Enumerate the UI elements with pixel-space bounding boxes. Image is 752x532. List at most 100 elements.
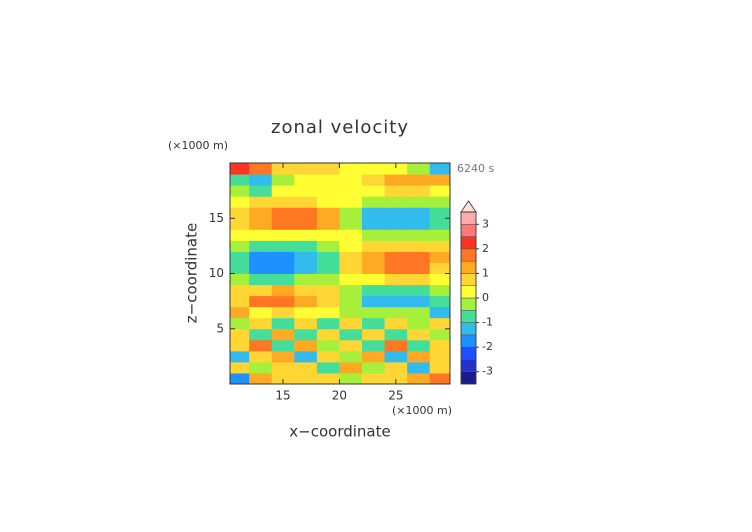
cell — [230, 196, 250, 208]
cell — [249, 229, 273, 241]
cell — [249, 251, 273, 263]
cell — [339, 295, 363, 308]
cell — [271, 196, 295, 208]
cell — [316, 196, 340, 208]
cell — [294, 350, 318, 363]
cell — [362, 306, 386, 319]
cell — [271, 207, 295, 219]
cell — [230, 317, 250, 330]
cell — [384, 185, 408, 197]
cell — [249, 273, 273, 286]
cell — [362, 251, 386, 263]
cell — [316, 229, 340, 241]
time-label: 6240 s — [457, 162, 494, 175]
cell — [271, 295, 295, 308]
x-axis-label: x−coordinate — [289, 423, 390, 441]
cell — [362, 350, 386, 363]
cell — [249, 284, 273, 297]
cell — [271, 251, 295, 263]
cell — [249, 240, 273, 252]
cell — [362, 273, 386, 286]
cell — [271, 174, 295, 186]
cell — [249, 306, 273, 319]
cell — [339, 372, 363, 385]
x-tick-label: 15 — [275, 389, 290, 403]
cell — [362, 185, 386, 197]
cell — [429, 174, 451, 186]
cell — [339, 273, 363, 286]
cell — [294, 273, 318, 286]
cell — [407, 306, 431, 319]
cell — [362, 262, 386, 274]
cell — [384, 339, 408, 352]
cell — [294, 339, 318, 352]
cell — [407, 240, 431, 252]
cell — [230, 163, 250, 175]
cell — [271, 328, 295, 341]
cell — [339, 196, 363, 208]
cell — [362, 207, 386, 219]
colorbar-segment — [460, 285, 477, 299]
cell — [316, 174, 340, 186]
cell — [316, 251, 340, 263]
cell — [230, 218, 250, 230]
cell — [339, 262, 363, 274]
cell — [384, 361, 408, 374]
cell — [362, 339, 386, 352]
cell — [407, 350, 431, 363]
cell — [429, 350, 451, 363]
cell — [384, 262, 408, 274]
cell — [429, 284, 451, 297]
cell — [429, 185, 451, 197]
cell — [230, 339, 250, 352]
cell — [316, 328, 340, 341]
cell — [249, 328, 273, 341]
cell — [294, 163, 318, 175]
cell — [407, 207, 431, 219]
cell — [384, 174, 408, 186]
cell — [230, 174, 250, 186]
colorbar-segment — [460, 297, 477, 311]
cell — [249, 262, 273, 274]
cell — [429, 273, 451, 286]
cell — [249, 196, 273, 208]
cell — [362, 295, 386, 308]
cell — [384, 273, 408, 286]
cell — [429, 229, 451, 241]
cell — [230, 284, 250, 297]
cell — [407, 174, 431, 186]
cell — [384, 163, 408, 175]
cell — [384, 284, 408, 297]
cell — [316, 185, 340, 197]
cell — [230, 240, 250, 252]
cell — [249, 339, 273, 352]
cell — [294, 207, 318, 219]
cell — [294, 328, 318, 341]
cell — [339, 284, 363, 297]
cell — [316, 317, 340, 330]
cell — [339, 207, 363, 219]
cell — [271, 284, 295, 297]
cell — [339, 306, 363, 319]
cell — [294, 361, 318, 374]
cell — [362, 218, 386, 230]
cell — [230, 251, 250, 263]
cell — [294, 284, 318, 297]
cell — [271, 361, 295, 374]
colorbar-segment — [460, 211, 477, 225]
colorbar-segment — [460, 334, 477, 348]
contour-field — [230, 163, 451, 385]
cell — [249, 174, 273, 186]
cell — [316, 284, 340, 297]
cell — [339, 240, 363, 252]
y-axis-label: z−coordinate — [183, 223, 201, 323]
cell — [362, 284, 386, 297]
colorbar-segment — [460, 260, 477, 274]
cell — [316, 350, 340, 363]
cell — [407, 372, 431, 385]
cell — [249, 317, 273, 330]
cell — [294, 317, 318, 330]
cell — [429, 218, 451, 230]
y-unit: (×1000 m) — [168, 139, 228, 152]
